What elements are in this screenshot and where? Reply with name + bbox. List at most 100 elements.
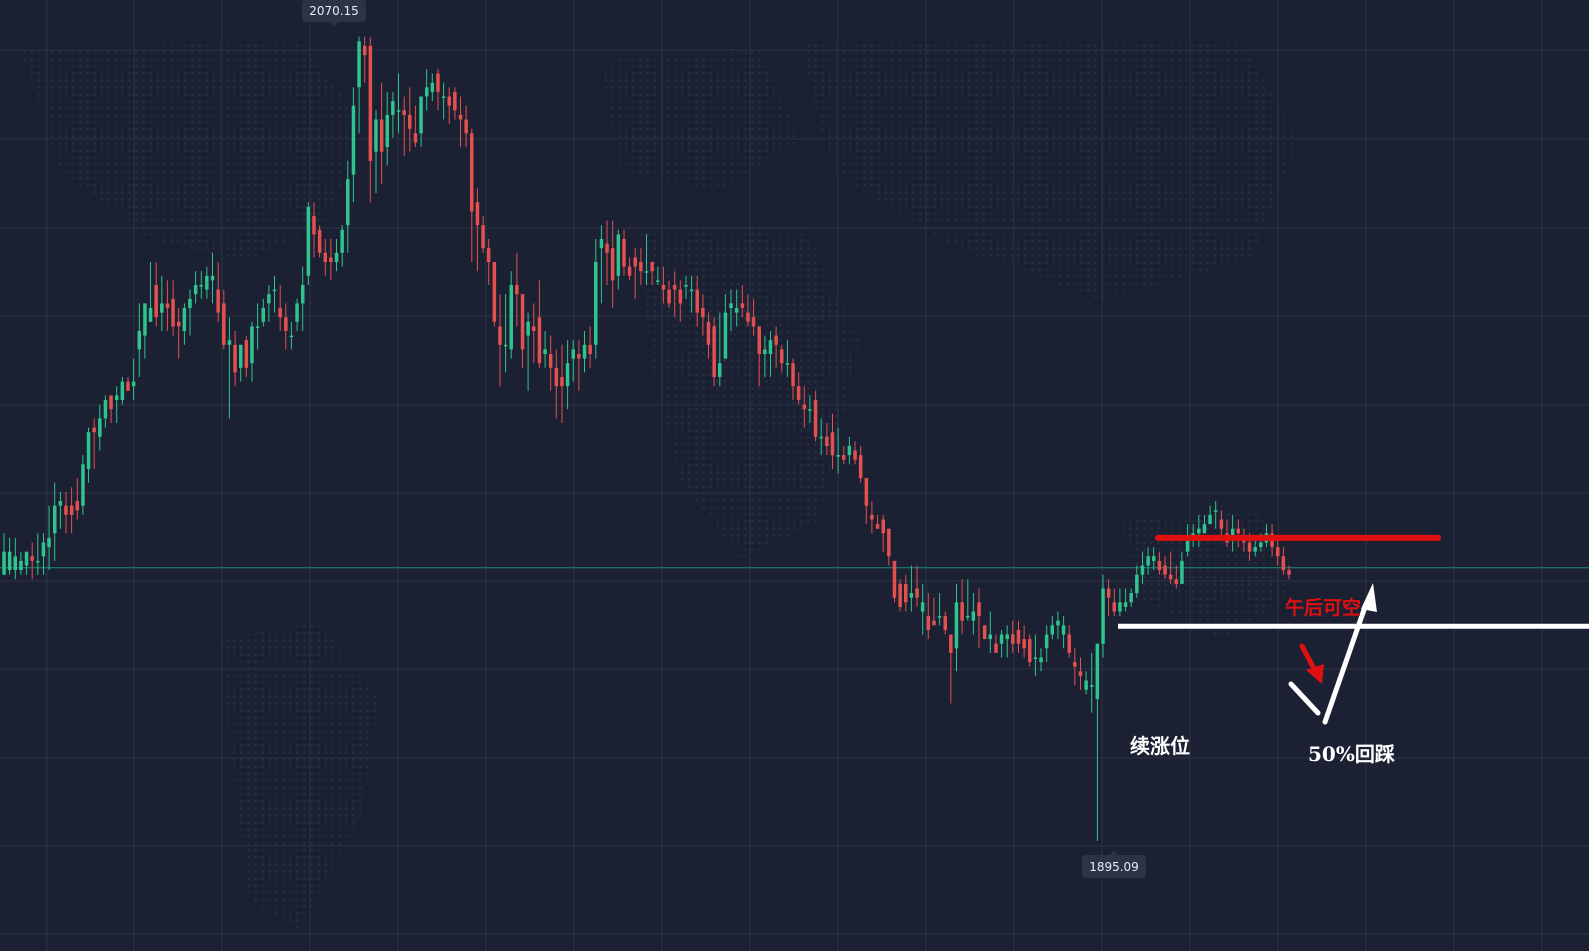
candle bbox=[1281, 547, 1286, 575]
candle-body bbox=[1106, 588, 1111, 598]
candle bbox=[633, 248, 637, 299]
candle bbox=[346, 160, 350, 253]
candle bbox=[1253, 537, 1257, 557]
candle-body bbox=[278, 308, 282, 318]
candle bbox=[920, 583, 925, 635]
candle-body bbox=[994, 643, 998, 653]
candle-body bbox=[633, 257, 637, 267]
candle bbox=[751, 298, 756, 336]
candle-body bbox=[1180, 560, 1184, 584]
candle-body bbox=[780, 349, 784, 364]
candle-body bbox=[36, 560, 40, 563]
candle-body bbox=[954, 602, 959, 649]
candle bbox=[582, 331, 587, 373]
candle bbox=[53, 482, 57, 561]
candle-body bbox=[363, 45, 367, 56]
candle bbox=[678, 280, 683, 322]
high-price-label: 2070.15 bbox=[309, 4, 359, 18]
candle bbox=[898, 579, 902, 612]
candle-body bbox=[971, 611, 976, 621]
candle-body bbox=[926, 616, 931, 630]
candle bbox=[610, 220, 615, 308]
candle bbox=[819, 418, 823, 456]
candle-body bbox=[819, 436, 823, 439]
candle bbox=[988, 611, 992, 653]
candle-body bbox=[627, 266, 632, 276]
candle-body bbox=[1140, 565, 1145, 575]
candle bbox=[712, 317, 716, 387]
candle-body bbox=[323, 252, 327, 262]
candle bbox=[385, 91, 389, 166]
candle-body bbox=[413, 133, 418, 143]
candle bbox=[926, 593, 931, 640]
candle bbox=[86, 427, 91, 483]
candle bbox=[858, 445, 863, 483]
candle-body bbox=[154, 285, 158, 318]
candle bbox=[334, 239, 339, 272]
candle-body bbox=[1112, 602, 1116, 612]
candle bbox=[949, 634, 953, 704]
candle bbox=[1197, 514, 1201, 548]
candle bbox=[396, 73, 401, 134]
candle-body bbox=[261, 308, 265, 322]
candle bbox=[210, 252, 215, 304]
candle bbox=[718, 312, 722, 387]
candle-body bbox=[937, 616, 942, 618]
candle bbox=[661, 266, 666, 304]
candle bbox=[1146, 547, 1150, 575]
candle-body bbox=[999, 634, 1004, 644]
high-price-tag: 2070.15 bbox=[302, 0, 366, 27]
candle-body bbox=[1084, 680, 1088, 690]
candle-body bbox=[1123, 602, 1128, 607]
candle-body bbox=[532, 326, 536, 331]
candle bbox=[644, 234, 649, 285]
candle bbox=[301, 266, 305, 331]
candle-body bbox=[644, 271, 649, 273]
candle-body bbox=[470, 133, 474, 212]
candle-body bbox=[808, 409, 812, 411]
candle-body bbox=[1208, 514, 1212, 525]
candle-body bbox=[1230, 528, 1235, 538]
candle bbox=[1028, 634, 1032, 667]
candle-body bbox=[340, 229, 344, 253]
candle bbox=[560, 344, 564, 423]
candle bbox=[36, 533, 40, 575]
candle bbox=[222, 289, 226, 350]
candle-body bbox=[842, 455, 846, 460]
low-price-tag: 1895.09 bbox=[1082, 850, 1146, 878]
candle-body bbox=[317, 229, 322, 253]
candle-body bbox=[656, 280, 660, 282]
candle bbox=[379, 82, 384, 184]
candle-body bbox=[1135, 574, 1139, 594]
candle-body bbox=[436, 73, 440, 92]
candle bbox=[143, 303, 147, 359]
candle bbox=[1230, 514, 1235, 552]
candle bbox=[554, 349, 559, 419]
candle bbox=[695, 275, 699, 327]
candle-body bbox=[746, 312, 750, 322]
candle bbox=[915, 565, 919, 607]
candle-body bbox=[148, 308, 153, 322]
candle-body bbox=[520, 294, 525, 350]
candle bbox=[1095, 643, 1100, 841]
candle-body bbox=[272, 289, 277, 292]
candle bbox=[1039, 648, 1043, 672]
candle bbox=[148, 262, 153, 322]
candle bbox=[639, 248, 643, 285]
candle-body bbox=[650, 262, 654, 272]
candle bbox=[1016, 620, 1021, 653]
candle bbox=[492, 262, 497, 327]
candle-body bbox=[605, 243, 609, 253]
candle-body bbox=[751, 317, 756, 327]
candle bbox=[571, 340, 575, 382]
candle-body bbox=[1129, 593, 1133, 603]
candle bbox=[329, 239, 333, 281]
candle bbox=[363, 36, 367, 83]
candle bbox=[447, 87, 451, 125]
candle-body bbox=[1061, 625, 1066, 635]
candle bbox=[847, 436, 852, 465]
candle bbox=[267, 285, 271, 322]
candle-body bbox=[1214, 510, 1218, 512]
candle bbox=[470, 128, 474, 262]
candle-body bbox=[47, 537, 51, 548]
